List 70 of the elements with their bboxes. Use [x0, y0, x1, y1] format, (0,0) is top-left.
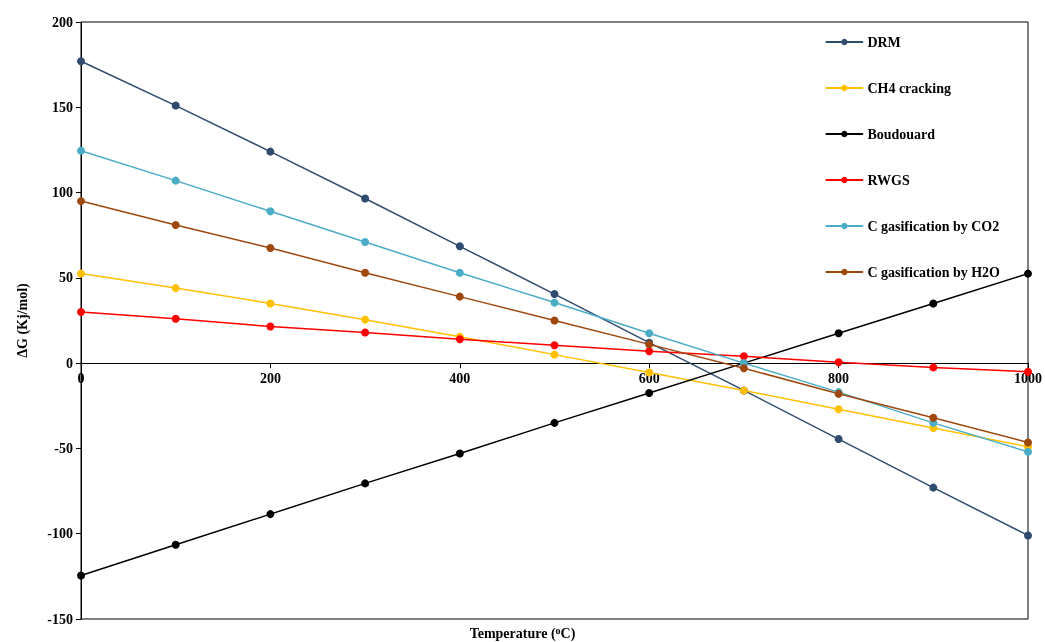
point [266, 147, 275, 156]
x-tick-label: 1000 [1014, 370, 1042, 386]
point [834, 405, 843, 414]
point [77, 197, 85, 206]
point [77, 57, 85, 66]
point [739, 352, 748, 361]
point [455, 242, 464, 251]
point [266, 207, 275, 216]
y-tick-label: -150 [47, 611, 73, 627]
point [361, 268, 370, 277]
point [645, 388, 654, 397]
point [77, 307, 85, 316]
point [266, 322, 275, 331]
point [266, 299, 275, 308]
y-tick-label: -50 [54, 440, 73, 456]
point [550, 298, 559, 307]
point [834, 358, 843, 367]
point [550, 316, 559, 325]
legend-label: DRM [867, 34, 901, 50]
y-tick-label: -100 [47, 526, 73, 542]
point [550, 341, 559, 350]
legend-label: RWGS [867, 172, 910, 188]
y-axis-title: ΔG (Kj/mol) [14, 282, 31, 358]
point [1024, 447, 1032, 456]
point [1024, 438, 1032, 447]
point [171, 176, 180, 185]
point [266, 244, 275, 252]
point [929, 413, 938, 422]
point [929, 299, 938, 308]
point [77, 146, 85, 155]
point [171, 220, 180, 229]
point [1024, 531, 1032, 540]
point [645, 347, 654, 356]
point [929, 483, 938, 492]
legend-label: C gasification by CO2 [867, 218, 1000, 234]
y-tick-label: 0 [66, 355, 73, 371]
y-tick-label: 100 [52, 185, 73, 201]
x-tick-label: 800 [828, 370, 850, 386]
y-tick-label: 200 [52, 14, 73, 30]
x-tick-label: 400 [449, 370, 471, 386]
point [361, 315, 370, 324]
point [455, 292, 464, 301]
point [550, 350, 559, 359]
point [361, 238, 370, 247]
point [171, 284, 180, 293]
point [455, 268, 464, 277]
point [550, 418, 559, 427]
point [645, 329, 654, 338]
point [1024, 269, 1032, 278]
legend-label: Boudouard [867, 126, 936, 142]
point [455, 449, 464, 458]
point [171, 314, 180, 323]
legend-label: CH4 cracking [867, 80, 951, 96]
point [77, 571, 85, 580]
point [361, 328, 370, 337]
point [171, 540, 180, 549]
y-tick-label: 150 [52, 99, 73, 115]
point [361, 479, 370, 488]
y-tick-label: 50 [59, 270, 73, 286]
point [739, 364, 748, 373]
point [266, 510, 275, 519]
point [929, 363, 938, 372]
point [77, 269, 85, 278]
point [834, 435, 843, 444]
point [171, 101, 180, 110]
point [834, 329, 843, 338]
point [361, 194, 370, 203]
point [550, 290, 559, 299]
x-tick-label: 200 [259, 370, 281, 386]
legend-label: C gasification by H2O [867, 264, 1001, 280]
